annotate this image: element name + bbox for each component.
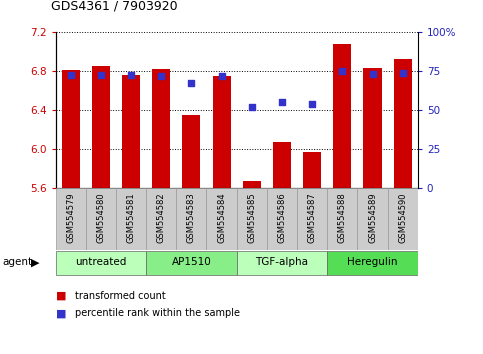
FancyBboxPatch shape bbox=[146, 251, 237, 275]
Point bbox=[218, 73, 226, 79]
Bar bbox=[62, 70, 80, 188]
Bar bbox=[92, 66, 110, 188]
Text: ▶: ▶ bbox=[31, 257, 40, 267]
FancyBboxPatch shape bbox=[237, 251, 327, 275]
Text: GSM554587: GSM554587 bbox=[308, 193, 317, 243]
FancyBboxPatch shape bbox=[297, 188, 327, 250]
FancyBboxPatch shape bbox=[116, 188, 146, 250]
FancyBboxPatch shape bbox=[86, 188, 116, 250]
Point bbox=[278, 99, 286, 105]
Text: agent: agent bbox=[2, 257, 32, 267]
Text: TGF-alpha: TGF-alpha bbox=[256, 257, 309, 267]
FancyBboxPatch shape bbox=[327, 188, 357, 250]
Bar bbox=[122, 75, 140, 188]
Bar bbox=[333, 44, 352, 188]
Point bbox=[369, 71, 376, 76]
Bar bbox=[213, 76, 231, 188]
Text: GSM554582: GSM554582 bbox=[156, 193, 166, 243]
Text: percentile rank within the sample: percentile rank within the sample bbox=[75, 308, 240, 318]
FancyBboxPatch shape bbox=[207, 188, 237, 250]
Bar bbox=[242, 181, 261, 188]
FancyBboxPatch shape bbox=[267, 188, 297, 250]
Text: Heregulin: Heregulin bbox=[347, 257, 398, 267]
Bar bbox=[273, 142, 291, 188]
Point bbox=[127, 72, 135, 78]
Text: GSM554586: GSM554586 bbox=[277, 193, 286, 243]
FancyBboxPatch shape bbox=[327, 251, 418, 275]
Bar bbox=[394, 59, 412, 188]
Text: GSM554585: GSM554585 bbox=[247, 193, 256, 243]
Point bbox=[97, 72, 105, 78]
Bar bbox=[364, 68, 382, 188]
Text: GSM554581: GSM554581 bbox=[127, 193, 136, 243]
Point bbox=[67, 72, 74, 78]
Text: GSM554580: GSM554580 bbox=[96, 193, 105, 243]
Text: untreated: untreated bbox=[75, 257, 127, 267]
Bar bbox=[152, 69, 170, 188]
FancyBboxPatch shape bbox=[176, 188, 207, 250]
Point bbox=[308, 101, 316, 107]
Bar bbox=[183, 115, 200, 188]
Text: GSM554588: GSM554588 bbox=[338, 193, 347, 243]
Text: GSM554584: GSM554584 bbox=[217, 193, 226, 243]
Text: AP1510: AP1510 bbox=[171, 257, 211, 267]
FancyBboxPatch shape bbox=[56, 251, 146, 275]
Text: ■: ■ bbox=[56, 291, 66, 301]
Text: GSM554590: GSM554590 bbox=[398, 193, 407, 243]
Point bbox=[248, 104, 256, 110]
Text: GDS4361 / 7903920: GDS4361 / 7903920 bbox=[51, 0, 177, 12]
Point bbox=[187, 81, 195, 86]
Text: transformed count: transformed count bbox=[75, 291, 166, 301]
Point bbox=[339, 68, 346, 74]
FancyBboxPatch shape bbox=[237, 188, 267, 250]
Text: ■: ■ bbox=[56, 308, 66, 318]
Text: GSM554579: GSM554579 bbox=[66, 193, 75, 243]
FancyBboxPatch shape bbox=[388, 188, 418, 250]
Point bbox=[157, 73, 165, 79]
Text: GSM554583: GSM554583 bbox=[187, 193, 196, 243]
FancyBboxPatch shape bbox=[146, 188, 176, 250]
Text: GSM554589: GSM554589 bbox=[368, 193, 377, 243]
FancyBboxPatch shape bbox=[56, 188, 86, 250]
FancyBboxPatch shape bbox=[357, 188, 388, 250]
Bar bbox=[303, 152, 321, 188]
Point bbox=[399, 70, 407, 75]
